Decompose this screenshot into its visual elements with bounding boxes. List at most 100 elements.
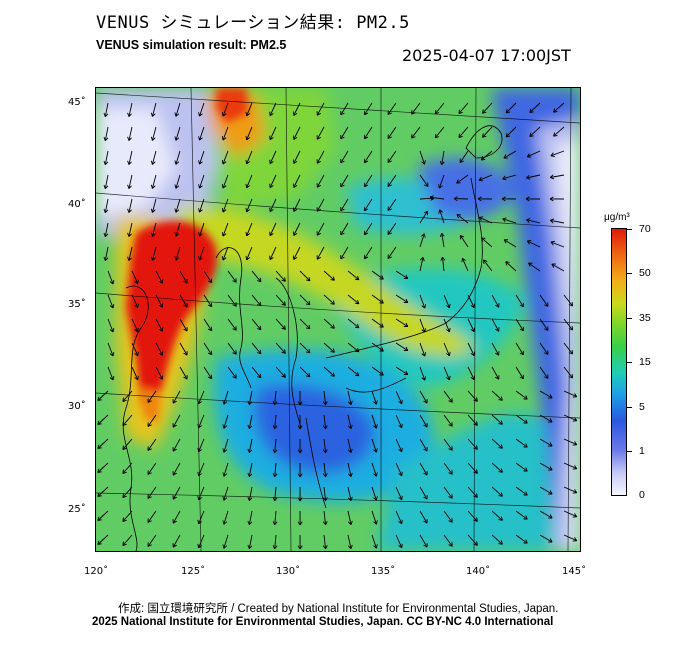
wind-arrow-head (292, 207, 298, 212)
wind-arrow-head (373, 424, 378, 429)
wind-arrow (122, 414, 133, 426)
wind-arrow-head (207, 302, 213, 308)
wind-arrow (223, 486, 229, 501)
wind-arrow (515, 486, 528, 496)
wind-arrow-head (419, 256, 425, 262)
wind-arrow (274, 462, 277, 477)
wind-arrow (371, 462, 377, 477)
wind-arrow-head (387, 206, 392, 211)
wind-arrow-head (197, 519, 202, 525)
wind-arrow-head (150, 136, 156, 141)
wind-arrow (419, 257, 424, 272)
wind-arrow-head (439, 232, 445, 238)
wind-arrow-head (448, 494, 453, 499)
wind-arrow-head (256, 373, 262, 379)
colorbar-tick (626, 362, 632, 363)
wind-arrow-head (269, 111, 274, 117)
wind-arrow (172, 462, 181, 476)
wind-arrow-head (322, 401, 328, 406)
wind-arrow (151, 222, 157, 237)
wind-arrow (269, 198, 277, 212)
wind-arrow-head (174, 184, 180, 189)
wind-arrow (248, 534, 253, 549)
wind-arrow-head (548, 466, 553, 471)
wind-arrow-head (269, 135, 274, 141)
wind-arrow-head (292, 135, 298, 140)
wind-arrow-head (134, 327, 139, 333)
wind-arrow (316, 150, 325, 164)
wind-arrow-head (498, 516, 503, 521)
wind-arrow-head (281, 325, 286, 330)
wind-arrow (458, 102, 469, 114)
wind-arrow-head (109, 280, 115, 285)
wind-arrow-head (553, 108, 558, 113)
wind-arrow (203, 270, 213, 283)
wind-arrow (371, 438, 377, 453)
wind-arrow (222, 174, 229, 189)
wind-arrow-head (147, 446, 152, 451)
wind-arrow (151, 198, 157, 213)
wind-arrow (347, 390, 352, 405)
wind-arrow (442, 257, 445, 272)
wind-arrow (515, 462, 528, 472)
wind-arrow (97, 462, 109, 473)
wind-arrow-head (281, 349, 286, 354)
wind-arrow-head (495, 375, 500, 380)
wind-arrow-head (480, 156, 486, 161)
wind-arrow-head (548, 394, 553, 399)
wind-arrow (104, 150, 109, 165)
colorbar-tick (626, 318, 632, 319)
title-japanese: VENUS シミュレーション結果: PM2.5 (96, 13, 410, 33)
wind-arrow (364, 198, 373, 212)
wind-arrow (175, 102, 181, 117)
wind-arrow (443, 414, 453, 427)
wind-arrow (222, 222, 229, 237)
wind-arrow-head (568, 302, 574, 307)
wind-arrow (131, 294, 139, 308)
wind-arrow-head (316, 255, 321, 260)
wind-arrow (299, 342, 311, 354)
wind-arrow (371, 414, 377, 429)
wind-arrow-head (363, 182, 369, 188)
wind-arrow (443, 438, 453, 451)
wind-arrow (515, 414, 528, 424)
wind-arrow-head (446, 375, 451, 381)
wind-arrow-head (347, 400, 353, 406)
wind-arrow (515, 342, 524, 356)
wind-arrow (155, 318, 163, 332)
wind-arrow-head (340, 111, 345, 116)
wind-arrow (175, 198, 181, 213)
wind-arrow (443, 318, 450, 333)
wind-arrow-head (363, 158, 369, 164)
wind-arrow (481, 150, 493, 161)
wind-arrow-head (544, 350, 549, 355)
wind-arrow-head (387, 230, 392, 235)
wind-arrow (316, 126, 325, 140)
wind-arrow-head (340, 159, 345, 164)
wind-arrow-head (505, 108, 511, 114)
wind-arrow (246, 174, 253, 189)
wind-arrow (248, 486, 253, 501)
wind-arrow (131, 366, 139, 380)
wind-arrow-head (423, 210, 428, 216)
wind-arrow-head (103, 184, 109, 190)
wind-arrow-head (150, 184, 156, 189)
wind-arrow-head (245, 207, 251, 213)
wind-arrow (172, 414, 181, 428)
wind-arrow (340, 174, 349, 188)
wind-arrow-head (272, 545, 278, 550)
wind-arrow (467, 462, 478, 474)
wind-arrow (293, 246, 301, 260)
wind-arrow (483, 259, 493, 272)
wind-arrow (482, 102, 493, 114)
wind-arrow (347, 534, 352, 549)
wind-arrow-head (548, 418, 553, 423)
wind-arrow (539, 294, 549, 307)
lon-label-125: 125˚ (181, 566, 206, 577)
wind-arrow-head (207, 350, 213, 356)
wind-arrow-head (470, 303, 475, 308)
wind-arrow (491, 414, 503, 425)
wind-arrow (97, 390, 109, 401)
wind-arrow-head (387, 182, 392, 187)
wind-arrow-head (340, 255, 345, 260)
